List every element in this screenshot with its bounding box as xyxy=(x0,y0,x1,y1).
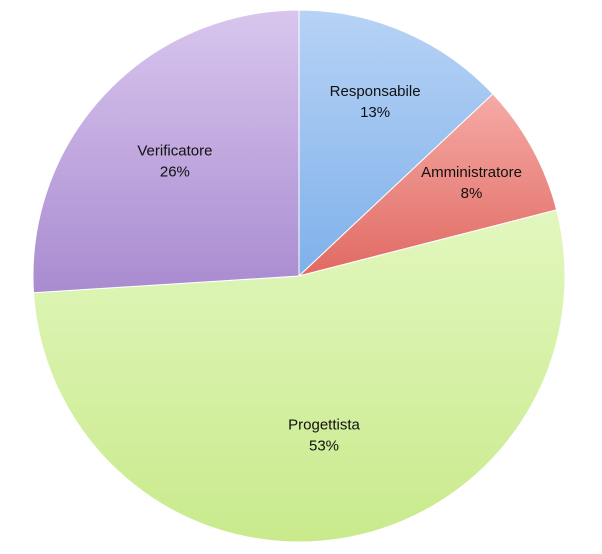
pie-slice-progettista xyxy=(32,209,566,543)
slice-percent-progettista: 53% xyxy=(309,438,339,455)
pie-slice-verificatore xyxy=(32,9,300,294)
slice-label-progettista: Progettista xyxy=(288,417,360,434)
slice-percent-responsabile: 13% xyxy=(360,104,390,121)
slice-label-responsabile: Responsabile xyxy=(330,83,421,100)
pie-slices xyxy=(32,9,566,543)
slice-percent-verificatore: 26% xyxy=(160,164,190,181)
slice-label-verificatore: Verificatore xyxy=(137,143,212,160)
pie-slice-responsabile xyxy=(298,9,494,278)
pie-slice-amministratore xyxy=(298,93,558,277)
slice-percent-amministratore: 8% xyxy=(461,185,483,202)
slice-label-amministratore: Amministratore xyxy=(421,164,522,181)
pie-labels: Responsabile 13% Amministratore 8% Progettis… xyxy=(137,83,522,454)
